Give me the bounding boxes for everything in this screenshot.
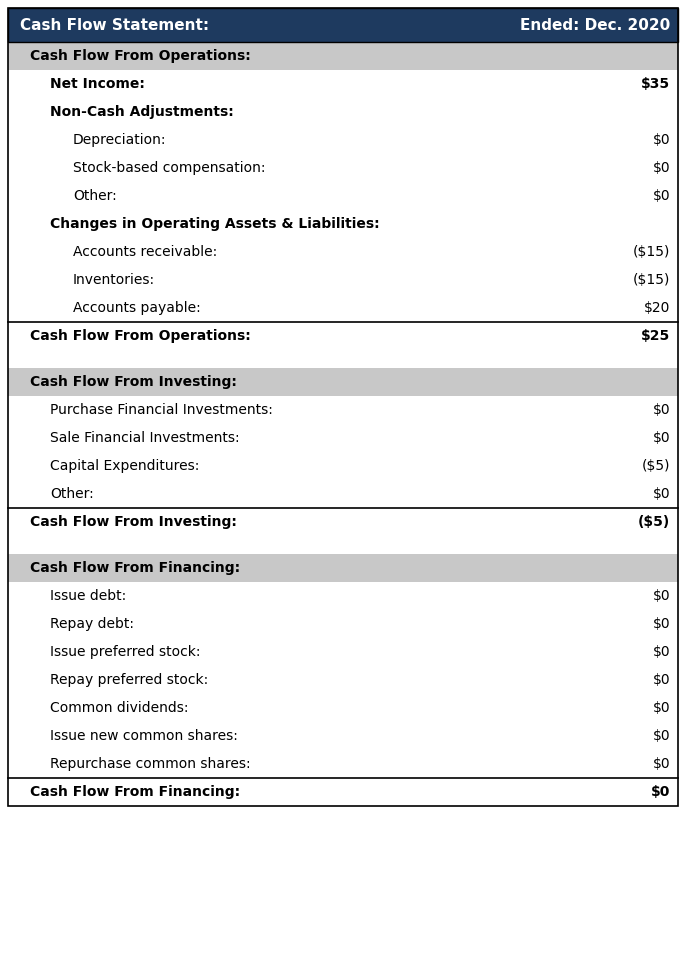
Text: $0: $0 (652, 701, 670, 715)
Text: Accounts payable:: Accounts payable: (73, 301, 201, 315)
Text: $0: $0 (652, 161, 670, 175)
Text: Cash Flow From Operations:: Cash Flow From Operations: (30, 49, 251, 63)
Text: Common dividends:: Common dividends: (50, 701, 189, 715)
Bar (8, 778, 678, 806)
Bar (8, 638, 678, 666)
Bar (8, 238, 678, 266)
Bar (8, 424, 678, 452)
Text: Changes in Operating Assets & Liabilities:: Changes in Operating Assets & Liabilitie… (50, 217, 379, 231)
Bar (8, 70, 678, 98)
Text: $20: $20 (643, 301, 670, 315)
Text: $0: $0 (652, 589, 670, 603)
Bar (8, 480, 678, 508)
Text: Net Income:: Net Income: (50, 77, 145, 91)
Text: Depreciation:: Depreciation: (73, 133, 167, 147)
Bar (8, 722, 678, 750)
Text: $0: $0 (652, 729, 670, 743)
Text: Cash Flow From Investing:: Cash Flow From Investing: (30, 375, 237, 389)
Text: $25: $25 (641, 329, 670, 343)
Text: Purchase Financial Investments:: Purchase Financial Investments: (50, 403, 273, 417)
Bar (8, 322, 678, 350)
Text: Cash Flow From Operations:: Cash Flow From Operations: (30, 329, 251, 343)
Text: Issue new common shares:: Issue new common shares: (50, 729, 238, 743)
Text: $0: $0 (652, 757, 670, 771)
Text: Stock-based compensation:: Stock-based compensation: (73, 161, 265, 175)
Text: Ended: Dec. 2020: Ended: Dec. 2020 (520, 17, 670, 33)
Text: Other:: Other: (73, 189, 117, 203)
Bar (8, 508, 678, 536)
Bar (8, 210, 678, 238)
Bar (8, 694, 678, 722)
Bar (8, 266, 678, 294)
Text: $0: $0 (652, 189, 670, 203)
Text: Repay debt:: Repay debt: (50, 617, 134, 631)
Bar (8, 750, 678, 778)
Text: $0: $0 (652, 617, 670, 631)
Bar (8, 350, 678, 368)
Text: $0: $0 (652, 645, 670, 659)
Text: Cash Flow Statement:: Cash Flow Statement: (20, 17, 209, 33)
Text: Cash Flow From Financing:: Cash Flow From Financing: (30, 561, 240, 575)
Text: $0: $0 (652, 673, 670, 687)
Bar (8, 452, 678, 480)
Text: Repurchase common shares:: Repurchase common shares: (50, 757, 250, 771)
Bar (8, 396, 678, 424)
Text: Sale Financial Investments:: Sale Financial Investments: (50, 431, 239, 445)
Text: Other:: Other: (50, 487, 94, 501)
Bar (8, 126, 678, 154)
Bar (8, 42, 678, 70)
Text: ($5): ($5) (638, 515, 670, 529)
Bar (8, 536, 678, 554)
Bar (8, 8, 678, 42)
Text: $0: $0 (652, 133, 670, 147)
Text: Issue debt:: Issue debt: (50, 589, 126, 603)
Bar (8, 368, 678, 396)
Bar (8, 666, 678, 694)
Text: ($5): ($5) (641, 459, 670, 473)
Text: Accounts receivable:: Accounts receivable: (73, 245, 217, 259)
Text: $35: $35 (641, 77, 670, 91)
Bar (8, 610, 678, 638)
Text: Non-Cash Adjustments:: Non-Cash Adjustments: (50, 105, 234, 119)
Bar (8, 98, 678, 126)
Text: Cash Flow From Investing:: Cash Flow From Investing: (30, 515, 237, 529)
Text: $0: $0 (652, 487, 670, 501)
Text: ($15): ($15) (632, 273, 670, 287)
Text: Repay preferred stock:: Repay preferred stock: (50, 673, 209, 687)
Text: $0: $0 (652, 431, 670, 445)
Bar (8, 294, 678, 322)
Bar (8, 154, 678, 182)
Bar (8, 554, 678, 582)
Bar (8, 582, 678, 610)
Text: $0: $0 (652, 403, 670, 417)
Text: ($15): ($15) (632, 245, 670, 259)
Text: $0: $0 (650, 785, 670, 799)
Bar (8, 8, 678, 806)
Text: Capital Expenditures:: Capital Expenditures: (50, 459, 200, 473)
Text: Issue preferred stock:: Issue preferred stock: (50, 645, 200, 659)
Bar (8, 182, 678, 210)
Text: Inventories:: Inventories: (73, 273, 155, 287)
Text: Cash Flow From Financing:: Cash Flow From Financing: (30, 785, 240, 799)
